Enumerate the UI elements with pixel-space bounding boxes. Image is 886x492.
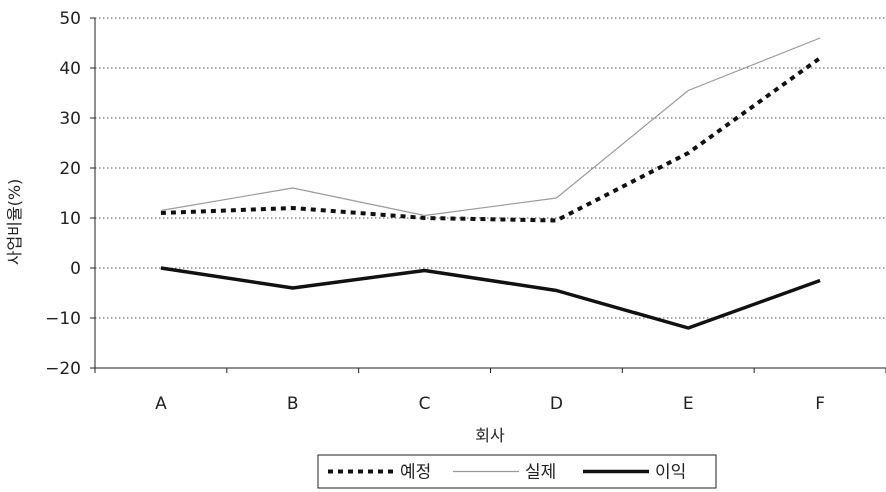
x-tick-label: E — [683, 394, 694, 414]
y-tick-label: 30 — [59, 109, 81, 129]
x-axis-title: 회사 — [475, 426, 505, 445]
tick-labels: −20 −10 0 10 20 30 40 50 A B C D E F — [45, 9, 886, 414]
series-line-이익 — [160, 266, 821, 330]
x-tick-label: D — [550, 394, 563, 414]
series-line-예정 — [160, 56, 822, 223]
legend-box — [317, 454, 717, 489]
y-tick-label: 0 — [70, 259, 81, 279]
gridlines — [95, 17, 886, 319]
y-tick-label: 40 — [59, 59, 81, 79]
y-axis-title: 사업비율(%) — [5, 179, 24, 266]
x-tick-label: F — [815, 394, 825, 414]
y-tick-label: −10 — [45, 309, 81, 329]
x-tick-label: C — [419, 394, 431, 414]
x-tick-label: A — [155, 394, 167, 414]
y-tick-label: 10 — [59, 209, 81, 229]
series-line-실제 — [160, 37, 821, 217]
legend-label: 실제 — [525, 463, 556, 483]
x-tick-label: B — [287, 394, 299, 414]
y-tick-label: 20 — [59, 159, 81, 179]
legend: 예정 실제 이익 — [317, 454, 717, 489]
legend-label: 예정 — [400, 463, 431, 483]
axes — [94, 18, 886, 369]
legend-label: 이익 — [655, 463, 686, 483]
y-tick-label: 50 — [59, 9, 81, 29]
y-tick-label: −20 — [45, 359, 81, 379]
series-lines — [160, 37, 822, 330]
